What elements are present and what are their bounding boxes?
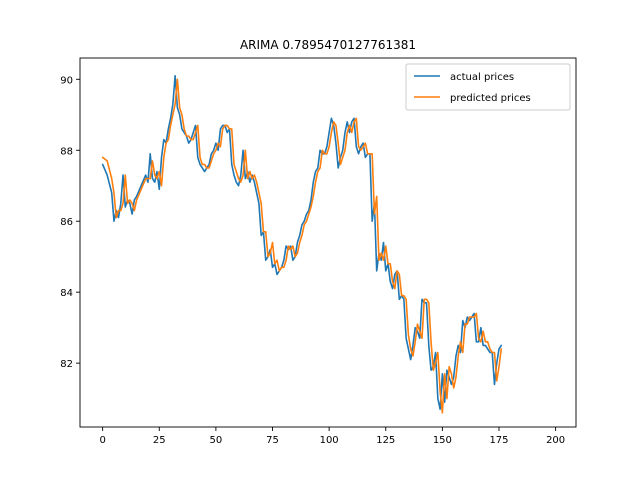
- x-tick-label: 175: [489, 435, 508, 446]
- x-tick-label: 0: [99, 435, 105, 446]
- chart-title: ARIMA 0.7895470127761381: [240, 38, 416, 52]
- series-line-predicted: [101, 78, 503, 414]
- axes-layer: 0 25 50 75 100 125 150 175 200 82 84 86 88 90: [60, 57, 577, 446]
- x-tick-label: 125: [376, 435, 395, 446]
- y-tick-label: 84: [60, 288, 73, 299]
- legend-label-actual: actual prices: [450, 72, 514, 83]
- x-tick-label: 100: [320, 435, 339, 446]
- legend-label-predicted: predicted prices: [450, 93, 531, 104]
- plot-frame: [79, 57, 577, 428]
- y-tick-label: 90: [60, 75, 73, 86]
- series-layer: [101, 74, 503, 414]
- x-tick-label: 50: [210, 435, 223, 446]
- y-tick-label: 82: [60, 359, 73, 370]
- legend-box: [405, 63, 571, 111]
- series-line-actual: [101, 74, 503, 411]
- y-tick-label: 88: [60, 146, 73, 157]
- y-tick-label: 86: [60, 217, 73, 228]
- x-tick-label: 150: [433, 435, 452, 446]
- legend: actual prices predicted prices: [405, 63, 571, 111]
- x-tick-label: 75: [266, 435, 279, 446]
- x-tick-label: 200: [546, 435, 565, 446]
- x-tick-label: 25: [153, 435, 166, 446]
